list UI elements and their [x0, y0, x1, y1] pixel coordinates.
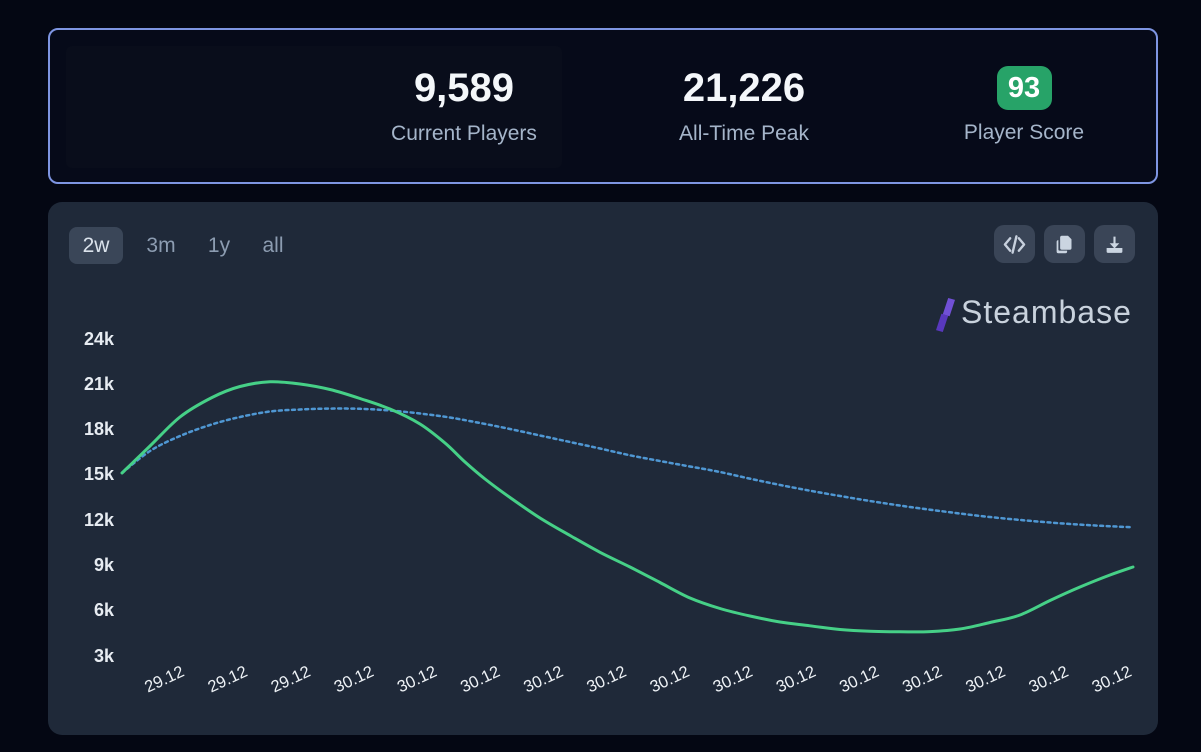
svg-text:30.12: 30.12 — [647, 663, 692, 697]
svg-text:15k: 15k — [84, 464, 115, 484]
svg-text:30.12: 30.12 — [395, 663, 440, 697]
svg-text:29.12: 29.12 — [142, 663, 187, 697]
svg-text:30.12: 30.12 — [331, 663, 376, 697]
svg-text:12k: 12k — [84, 510, 115, 530]
svg-text:30.12: 30.12 — [900, 663, 945, 697]
svg-text:30.12: 30.12 — [1089, 663, 1134, 697]
svg-text:29.12: 29.12 — [205, 663, 250, 697]
svg-text:3k: 3k — [94, 646, 115, 666]
svg-text:30.12: 30.12 — [458, 663, 503, 697]
svg-text:21k: 21k — [84, 374, 115, 394]
svg-text:30.12: 30.12 — [584, 663, 629, 697]
svg-text:29.12: 29.12 — [268, 663, 313, 697]
svg-text:30.12: 30.12 — [1026, 663, 1071, 697]
svg-text:9k: 9k — [94, 555, 115, 575]
svg-text:24k: 24k — [84, 329, 115, 349]
svg-text:30.12: 30.12 — [837, 663, 882, 697]
svg-text:30.12: 30.12 — [521, 663, 566, 697]
svg-text:30.12: 30.12 — [710, 663, 755, 697]
svg-text:6k: 6k — [94, 600, 115, 620]
svg-text:30.12: 30.12 — [963, 663, 1008, 697]
svg-text:18k: 18k — [84, 419, 115, 439]
svg-text:30.12: 30.12 — [774, 663, 819, 697]
